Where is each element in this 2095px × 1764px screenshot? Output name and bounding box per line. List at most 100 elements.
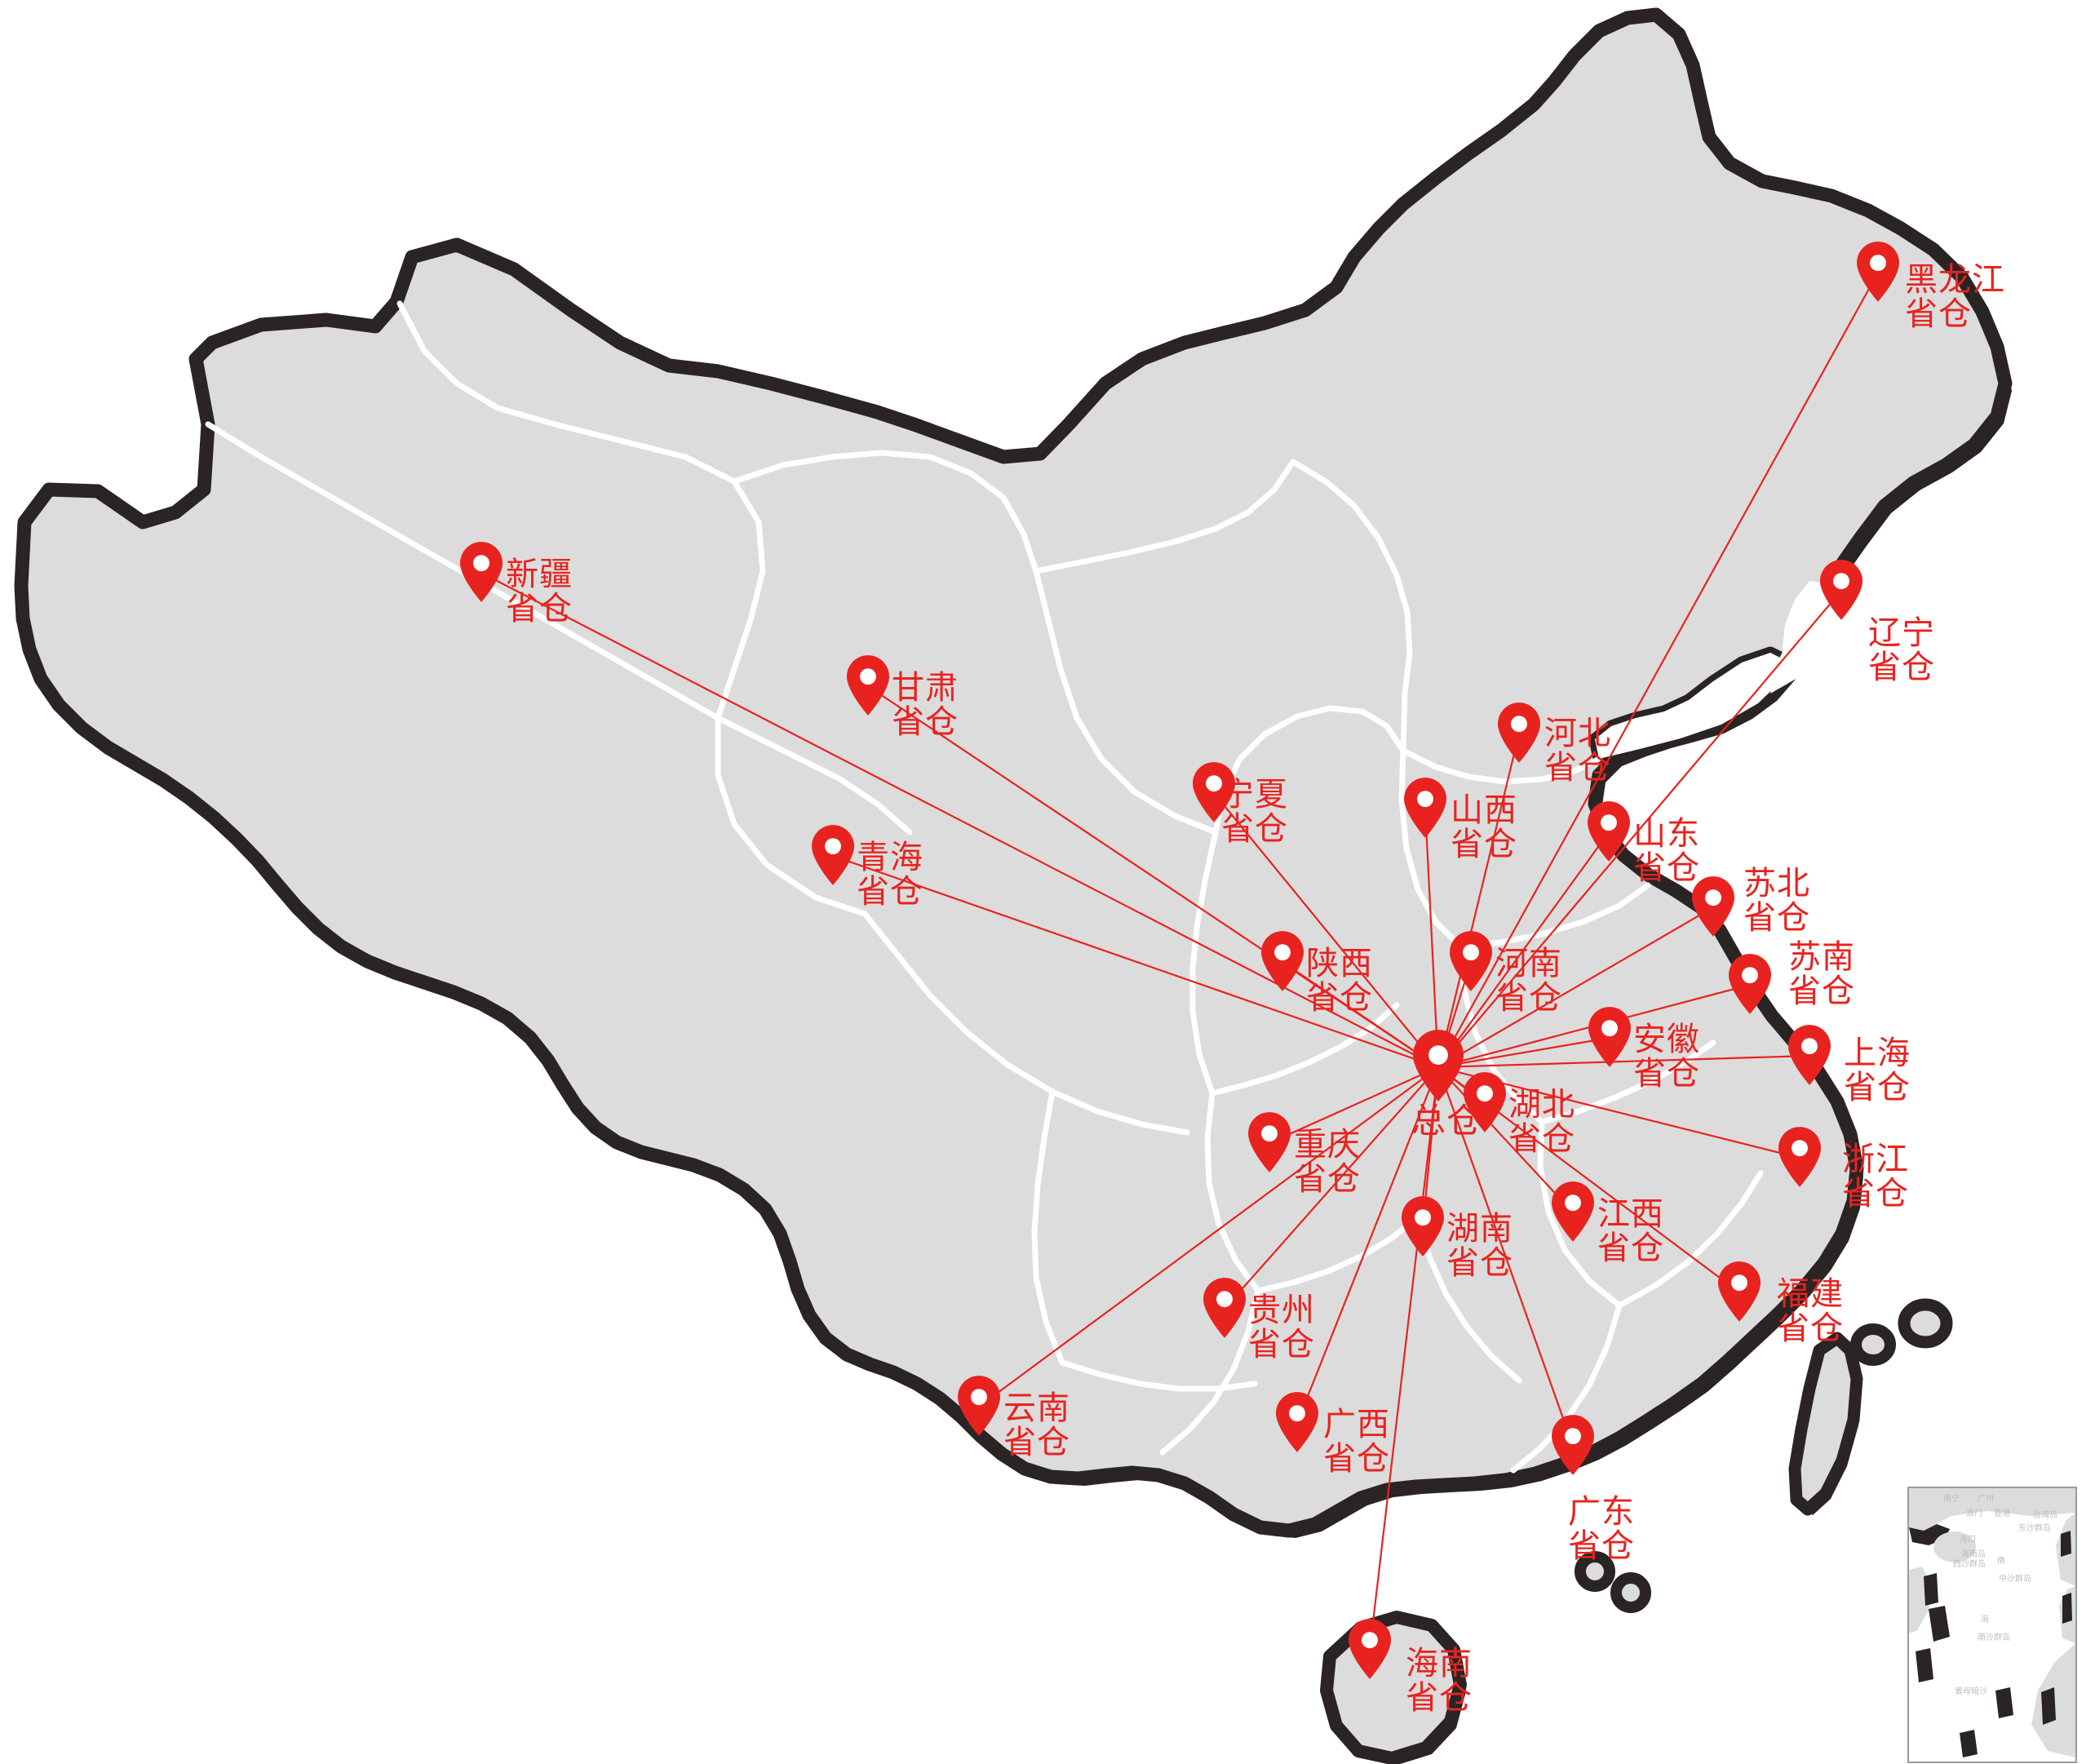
link-line-shanxi_jin bbox=[1424, 808, 1440, 1068]
map-pin-guizhou[interactable] bbox=[1203, 1278, 1246, 1338]
warehouse-label-hainan: 海南 省仓 bbox=[1406, 1646, 1473, 1717]
location-pin-icon bbox=[1588, 1007, 1631, 1070]
warehouse-label-zongcang: 总仓 bbox=[1411, 1101, 1482, 1140]
map-pin-zhejiang[interactable] bbox=[1778, 1127, 1821, 1187]
link-line-qinghai bbox=[832, 854, 1439, 1069]
location-pin-icon bbox=[1203, 1278, 1246, 1341]
map-pin-shanxi_jin[interactable] bbox=[1404, 778, 1446, 838]
map-pin-hunan[interactable] bbox=[1402, 1196, 1444, 1257]
map-pin-chongqing[interactable] bbox=[1248, 1112, 1291, 1172]
location-pin-icon bbox=[1402, 1196, 1444, 1260]
svg-text:澳门: 澳门 bbox=[1966, 1508, 1982, 1518]
location-pin-icon bbox=[1552, 1181, 1594, 1245]
inset-svg: 南宁 广州 澳门 香港 台湾岛 东沙群岛 海口 海南岛 西沙群岛 南 中沙群岛 … bbox=[1909, 1488, 2075, 1762]
link-line-subei bbox=[1437, 906, 1714, 1068]
location-pin-icon bbox=[812, 825, 854, 889]
map-pin-guangxi[interactable] bbox=[1276, 1392, 1318, 1452]
location-pin-icon bbox=[1692, 876, 1734, 940]
link-line-guizhou bbox=[1224, 1066, 1439, 1310]
warehouse-label-anhui: 安徽 省仓 bbox=[1633, 1022, 1700, 1093]
warehouse-label-fujian: 福建 省仓 bbox=[1777, 1276, 1844, 1347]
map-pin-ningxia[interactable] bbox=[1193, 762, 1235, 822]
link-line-yunnan bbox=[978, 1066, 1439, 1407]
map-pin-hebei[interactable] bbox=[1498, 702, 1540, 763]
map-pin-subei[interactable] bbox=[1692, 876, 1734, 937]
warehouse-label-jiangxi: 江西 省仓 bbox=[1597, 1196, 1664, 1267]
link-line-ningxia bbox=[1213, 792, 1439, 1068]
location-pin-icon bbox=[1248, 1112, 1291, 1176]
link-line-shandong bbox=[1437, 831, 1610, 1068]
warehouse-label-shanghai: 上海 省仓 bbox=[1844, 1035, 1911, 1106]
link-line-shaanxi bbox=[1282, 961, 1439, 1068]
svg-text:广州: 广州 bbox=[1978, 1494, 1994, 1504]
warehouse-label-liaoning: 辽宁 省仓 bbox=[1868, 615, 1935, 686]
link-line-chongqing bbox=[1269, 1066, 1439, 1145]
warehouse-label-xinjiang: 新疆 省仓 bbox=[506, 556, 573, 627]
map-pin-qinghai[interactable] bbox=[812, 825, 854, 885]
svg-text:海: 海 bbox=[1981, 1614, 1989, 1624]
svg-text:南宁: 南宁 bbox=[1943, 1493, 1960, 1504]
location-pin-icon bbox=[1788, 1025, 1831, 1088]
warehouse-label-chongqing: 重庆 省仓 bbox=[1294, 1127, 1361, 1198]
map-pin-heilongjiang[interactable] bbox=[1857, 242, 1899, 302]
map-pin-shandong[interactable] bbox=[1588, 801, 1630, 862]
location-pin-icon bbox=[1413, 1030, 1464, 1105]
warehouse-label-shanxi_jin: 山西 省仓 bbox=[1451, 792, 1517, 863]
warehouse-label-guangxi: 广西 省仓 bbox=[1323, 1407, 1390, 1478]
link-line-guangxi bbox=[1296, 1066, 1440, 1424]
warehouse-label-ningxia: 宁夏 省仓 bbox=[1221, 777, 1288, 848]
map-pin-henan[interactable] bbox=[1450, 931, 1492, 991]
map-pin-liaoning[interactable] bbox=[1820, 560, 1862, 620]
map-pin-gansu[interactable] bbox=[847, 655, 889, 716]
map-pin-fujian[interactable] bbox=[1718, 1261, 1761, 1322]
warehouse-label-gansu: 甘肃 省仓 bbox=[892, 670, 959, 741]
location-pin-icon bbox=[1450, 931, 1492, 995]
location-pin-icon bbox=[1276, 1392, 1318, 1456]
location-pin-icon bbox=[1778, 1127, 1821, 1190]
warehouse-label-guangdong: 广东 省仓 bbox=[1568, 1494, 1635, 1565]
map-pin-yunnan[interactable] bbox=[958, 1376, 1000, 1436]
warehouse-label-yunnan: 云南 省仓 bbox=[1003, 1390, 1070, 1461]
location-pin-icon bbox=[1464, 1072, 1506, 1136]
map-pin-shaanxi[interactable] bbox=[1261, 931, 1304, 991]
warehouse-label-hebei: 河北 省仓 bbox=[1544, 716, 1611, 787]
link-line-heilongjiang bbox=[1437, 272, 1879, 1068]
link-line-guangdong bbox=[1437, 1066, 1575, 1447]
warehouse-label-heilongjiang: 黑龙江 省仓 bbox=[1905, 262, 2005, 333]
link-line-anhui bbox=[1437, 1036, 1610, 1069]
map-pin-hainan[interactable] bbox=[1349, 1619, 1391, 1679]
svg-text:南: 南 bbox=[1997, 1555, 2005, 1566]
map-pin-hubei[interactable] bbox=[1464, 1072, 1506, 1132]
map-pin-anhui[interactable] bbox=[1588, 1007, 1631, 1067]
location-pin-icon bbox=[1261, 931, 1304, 995]
map-pin-shanghai[interactable] bbox=[1788, 1025, 1831, 1085]
map-pin-xinjiang[interactable] bbox=[460, 542, 503, 602]
link-line-shanghai bbox=[1437, 1054, 1810, 1069]
location-pin-icon bbox=[1552, 1415, 1594, 1478]
link-line-liaoning bbox=[1437, 590, 1842, 1068]
location-pin-icon bbox=[1349, 1619, 1391, 1682]
warehouse-label-henan: 河南 省仓 bbox=[1495, 946, 1562, 1017]
warehouse-label-qinghai: 青海 省仓 bbox=[857, 840, 923, 911]
map-pin-guangdong[interactable] bbox=[1552, 1415, 1594, 1475]
svg-text:西沙群岛: 西沙群岛 bbox=[1953, 1558, 1986, 1569]
svg-text:南沙群岛: 南沙群岛 bbox=[1978, 1632, 2010, 1642]
map-pin-jiangxi[interactable] bbox=[1552, 1181, 1594, 1242]
taiwan-island bbox=[1575, 1298, 1953, 1613]
location-pin-icon bbox=[1718, 1261, 1761, 1325]
link-line-jiangxi bbox=[1437, 1066, 1574, 1213]
map-pin-zongcang[interactable] bbox=[1413, 1030, 1464, 1101]
warehouse-label-subei: 苏北 省仓 bbox=[1743, 866, 1810, 937]
warehouse-label-hubei: 湖北 省仓 bbox=[1508, 1087, 1575, 1158]
svg-text:海口: 海口 bbox=[1960, 1534, 1976, 1545]
national-outline bbox=[14, 7, 2013, 1538]
map-pin-sunan[interactable] bbox=[1729, 954, 1771, 1014]
svg-text:东沙群岛: 东沙群岛 bbox=[2018, 1522, 2051, 1533]
warehouse-label-sunan: 苏南 省仓 bbox=[1788, 939, 1855, 1010]
warehouse-label-hunan: 湖南 省仓 bbox=[1446, 1211, 1513, 1282]
location-pin-icon bbox=[1193, 762, 1235, 826]
location-pin-icon bbox=[1857, 242, 1899, 305]
location-pin-icon bbox=[847, 655, 889, 719]
